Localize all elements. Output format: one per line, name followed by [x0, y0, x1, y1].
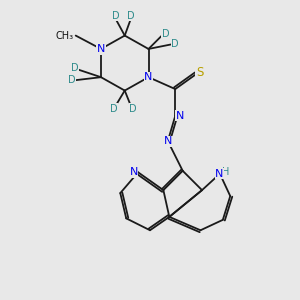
Text: N: N: [130, 167, 138, 177]
Text: N: N: [97, 44, 105, 54]
Text: D: D: [68, 75, 76, 85]
Text: N: N: [144, 72, 153, 82]
Text: N: N: [164, 136, 172, 146]
Text: D: D: [172, 40, 179, 50]
Text: D: D: [112, 11, 120, 21]
Text: D: D: [110, 104, 117, 114]
Text: D: D: [129, 104, 137, 114]
Text: N: N: [176, 111, 184, 121]
Text: D: D: [71, 63, 79, 73]
Text: N: N: [215, 169, 224, 179]
Text: CH₃: CH₃: [55, 31, 73, 40]
Text: D: D: [127, 11, 134, 21]
Text: D: D: [162, 29, 169, 39]
Text: H: H: [221, 167, 229, 177]
Text: S: S: [196, 66, 203, 79]
